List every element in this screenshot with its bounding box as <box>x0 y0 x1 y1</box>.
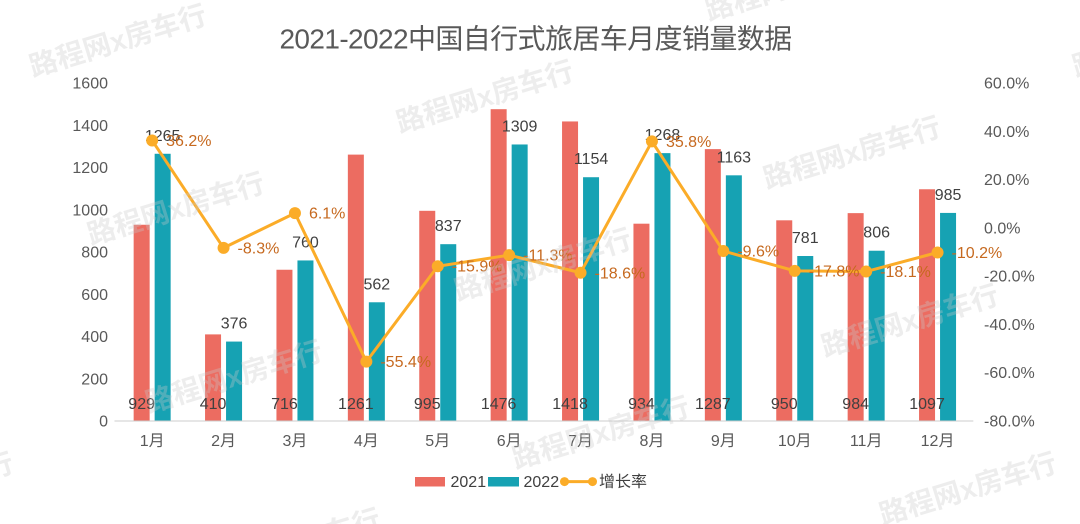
svg-text:0: 0 <box>99 408 108 432</box>
svg-text:1154: 1154 <box>574 145 609 169</box>
svg-text:929: 929 <box>128 390 155 414</box>
svg-text:600: 600 <box>81 281 108 305</box>
svg-text:7月: 7月 <box>568 427 593 451</box>
svg-text:-40.0%: -40.0% <box>984 311 1035 335</box>
svg-text:1287: 1287 <box>695 390 731 414</box>
svg-text:20.0%: 20.0% <box>984 166 1029 190</box>
svg-text:11月: 11月 <box>850 427 883 451</box>
svg-text:6.1%: 6.1% <box>309 200 345 224</box>
svg-text:1600: 1600 <box>72 70 108 94</box>
svg-text:-18.6%: -18.6% <box>595 259 646 283</box>
svg-text:934: 934 <box>628 390 655 414</box>
svg-text:8月: 8月 <box>639 427 664 451</box>
svg-text:36.2%: 36.2% <box>166 127 211 151</box>
svg-text:10月: 10月 <box>778 427 812 451</box>
svg-text:-80.0%: -80.0% <box>984 408 1035 432</box>
svg-text:6月: 6月 <box>497 427 522 451</box>
svg-text:-9.6%: -9.6% <box>737 238 779 262</box>
svg-text:-20.0%: -20.0% <box>984 263 1035 287</box>
svg-text:837: 837 <box>435 212 462 236</box>
svg-text:-15.9%: -15.9% <box>452 253 503 277</box>
svg-text:1000: 1000 <box>72 196 108 220</box>
svg-text:-18.1%: -18.1% <box>880 258 931 282</box>
svg-text:35.8%: 35.8% <box>666 128 711 152</box>
svg-text:800: 800 <box>81 239 108 263</box>
svg-text:40.0%: 40.0% <box>984 118 1029 142</box>
svg-text:-60.0%: -60.0% <box>984 359 1035 383</box>
svg-text:-55.4%: -55.4% <box>380 348 431 372</box>
svg-text:2月: 2月 <box>211 427 236 451</box>
svg-text:9月: 9月 <box>711 427 736 451</box>
svg-text:5月: 5月 <box>425 427 450 451</box>
svg-text:4月: 4月 <box>354 427 379 451</box>
svg-text:562: 562 <box>363 270 390 294</box>
svg-text:984: 984 <box>842 390 869 414</box>
svg-text:1097: 1097 <box>909 390 945 414</box>
svg-text:3月: 3月 <box>282 427 307 451</box>
svg-text:781: 781 <box>792 224 819 248</box>
svg-text:410: 410 <box>200 390 227 414</box>
svg-text:806: 806 <box>863 219 890 243</box>
svg-text:-8.3%: -8.3% <box>238 234 280 258</box>
svg-text:1476: 1476 <box>481 390 517 414</box>
svg-text:增长率: 增长率 <box>599 468 647 492</box>
svg-text:60.0%: 60.0% <box>984 70 1029 94</box>
svg-text:1200: 1200 <box>72 154 108 178</box>
svg-text:-10.2%: -10.2% <box>952 239 1003 263</box>
svg-text:-17.8%: -17.8% <box>809 257 860 281</box>
svg-text:-11.3%: -11.3% <box>523 242 573 266</box>
svg-text:995: 995 <box>414 390 441 414</box>
svg-text:0.0%: 0.0% <box>984 214 1020 238</box>
svg-text:1261: 1261 <box>338 390 374 414</box>
svg-text:1418: 1418 <box>552 390 588 414</box>
svg-text:985: 985 <box>935 181 962 205</box>
svg-text:1163: 1163 <box>717 143 752 167</box>
svg-text:2021: 2021 <box>451 468 487 492</box>
svg-text:950: 950 <box>771 390 798 414</box>
svg-text:1月: 1月 <box>140 427 165 451</box>
svg-text:2021-2022中国自行式旅居车月度销量数据: 2021-2022中国自行式旅居车月度销量数据 <box>279 18 791 58</box>
svg-text:12月: 12月 <box>921 427 955 451</box>
svg-text:716: 716 <box>271 390 298 414</box>
svg-text:376: 376 <box>221 310 248 334</box>
svg-text:200: 200 <box>81 365 108 389</box>
svg-text:2022: 2022 <box>524 468 560 492</box>
svg-text:400: 400 <box>81 323 108 347</box>
svg-text:1400: 1400 <box>72 112 108 136</box>
svg-text:1309: 1309 <box>502 112 538 136</box>
